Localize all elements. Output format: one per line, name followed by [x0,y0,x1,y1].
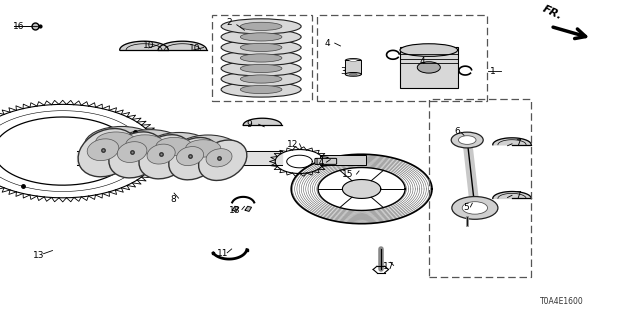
Circle shape [146,132,212,165]
Ellipse shape [400,44,458,56]
Text: 2: 2 [227,18,232,27]
Ellipse shape [221,29,301,44]
Bar [400,47,458,88]
Ellipse shape [346,59,362,62]
Text: 4: 4 [325,39,330,48]
Text: 14: 14 [314,158,326,167]
Circle shape [186,140,221,157]
Text: 11: 11 [217,249,228,258]
Text: 17: 17 [383,262,395,271]
Circle shape [95,132,136,152]
Ellipse shape [221,61,301,76]
Circle shape [342,180,381,198]
Polygon shape [243,118,282,125]
Ellipse shape [221,50,301,66]
Text: 3: 3 [340,67,346,76]
Text: 5: 5 [463,204,468,212]
Ellipse shape [241,22,282,30]
Ellipse shape [221,82,301,97]
Text: 10: 10 [189,44,201,53]
Ellipse shape [109,132,164,178]
Text: T0A4E1600: T0A4E1600 [540,297,584,306]
Circle shape [462,202,488,214]
Circle shape [458,136,476,144]
Ellipse shape [241,43,282,52]
Text: 12: 12 [287,140,298,149]
Ellipse shape [346,72,362,76]
Text: 1: 1 [490,67,495,76]
Text: FR.: FR. [541,4,564,22]
Ellipse shape [241,85,282,94]
Circle shape [115,130,186,164]
Text: 6: 6 [454,127,460,136]
Text: 9: 9 [247,120,252,129]
Bar [320,155,366,165]
Text: 18: 18 [229,206,241,215]
Text: 4: 4 [420,57,425,66]
Ellipse shape [198,140,247,180]
Ellipse shape [349,73,357,75]
FancyBboxPatch shape [315,158,337,164]
Text: 13: 13 [33,251,44,260]
Polygon shape [158,41,207,50]
Text: 15: 15 [342,170,354,179]
Polygon shape [245,206,252,212]
Circle shape [176,135,240,167]
Polygon shape [493,191,531,198]
Text: 7: 7 [516,191,521,200]
Circle shape [125,135,164,154]
Text: 8: 8 [170,195,175,204]
Circle shape [417,62,440,73]
Polygon shape [493,138,531,145]
Ellipse shape [139,135,191,179]
Ellipse shape [147,144,175,164]
Bar [212,15,312,100]
Ellipse shape [78,129,137,177]
Ellipse shape [117,142,147,163]
Ellipse shape [349,60,357,61]
Circle shape [451,132,483,148]
Bar [346,60,362,74]
Circle shape [84,126,159,163]
Text: 16: 16 [13,22,25,31]
Ellipse shape [177,147,204,166]
Bar [429,99,531,277]
Circle shape [452,196,498,219]
Ellipse shape [221,19,301,34]
Ellipse shape [221,40,301,55]
Text: 10: 10 [143,41,154,50]
Ellipse shape [169,138,219,180]
Ellipse shape [241,75,282,83]
Ellipse shape [206,149,232,167]
Circle shape [156,137,193,156]
Bar [317,15,487,100]
Ellipse shape [221,71,301,87]
Ellipse shape [87,139,119,161]
Polygon shape [232,206,239,212]
Text: 7: 7 [516,139,521,148]
Ellipse shape [241,33,282,41]
Polygon shape [120,41,168,50]
Ellipse shape [241,64,282,73]
Ellipse shape [241,54,282,62]
